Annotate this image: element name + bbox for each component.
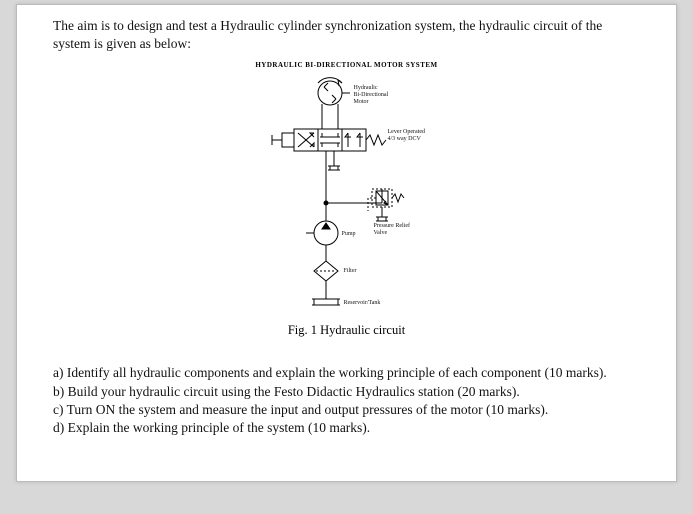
question-b: b) Build your hydraulic circuit using th… bbox=[53, 383, 640, 401]
label-dcv: Lever Operated4/3 way DCV bbox=[388, 129, 425, 142]
question-c: c) Turn ON the system and measure the in… bbox=[53, 401, 640, 419]
document-page: The aim is to design and test a Hydrauli… bbox=[16, 4, 677, 482]
question-d: d) Explain the working principle of the … bbox=[53, 419, 640, 437]
questions-block: a) Identify all hydraulic components and… bbox=[53, 364, 640, 437]
figure-title: HYDRAULIC BI-DIRECTIONAL MOTOR SYSTEM bbox=[255, 61, 437, 69]
intro-text: The aim is to design and test a Hydrauli… bbox=[53, 17, 640, 53]
label-relief: Pressure ReliefValve bbox=[374, 223, 411, 236]
figure-container: HYDRAULIC BI-DIRECTIONAL MOTOR SYSTEM bbox=[53, 61, 640, 338]
circuit-svg bbox=[242, 71, 452, 319]
hydraulic-diagram: HydraulicBi-DirectionalMotor Lever Opera… bbox=[242, 71, 452, 319]
figure-caption: Fig. 1 Hydraulic circuit bbox=[288, 323, 405, 338]
label-motor: HydraulicBi-DirectionalMotor bbox=[354, 85, 389, 105]
label-tank: Reservoir/Tank bbox=[344, 300, 381, 307]
label-pump: Pump bbox=[342, 231, 356, 238]
label-filter: Filter bbox=[344, 268, 357, 275]
question-a: a) Identify all hydraulic components and… bbox=[53, 364, 640, 382]
